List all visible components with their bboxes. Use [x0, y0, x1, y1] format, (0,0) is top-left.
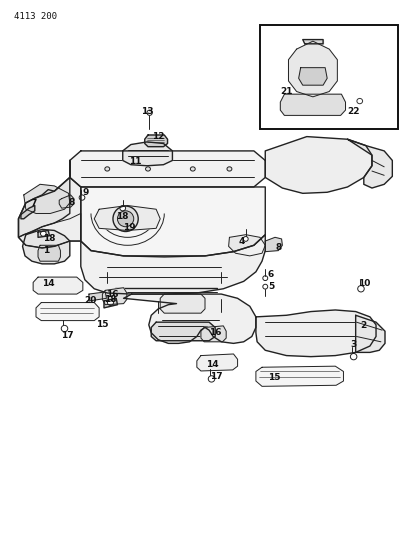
Polygon shape	[265, 136, 371, 193]
Text: 15: 15	[96, 320, 108, 329]
Ellipse shape	[105, 167, 110, 171]
Polygon shape	[122, 142, 172, 166]
Text: 17: 17	[61, 331, 74, 340]
Polygon shape	[151, 322, 215, 341]
Ellipse shape	[227, 167, 231, 171]
Text: 5: 5	[267, 281, 274, 290]
Text: 10: 10	[357, 279, 369, 288]
Text: 19: 19	[123, 223, 135, 232]
Polygon shape	[196, 354, 237, 371]
Ellipse shape	[243, 237, 247, 241]
Polygon shape	[302, 39, 322, 44]
Ellipse shape	[262, 276, 267, 280]
Polygon shape	[280, 94, 345, 115]
Polygon shape	[81, 235, 265, 294]
Text: 16: 16	[106, 290, 118, 299]
Ellipse shape	[262, 284, 267, 289]
Text: 4: 4	[238, 237, 244, 246]
Polygon shape	[255, 310, 375, 357]
Ellipse shape	[79, 195, 85, 200]
Text: 17: 17	[209, 372, 222, 381]
Text: 12: 12	[152, 132, 164, 141]
Text: 11: 11	[129, 157, 142, 166]
Ellipse shape	[146, 110, 152, 115]
Ellipse shape	[208, 376, 214, 382]
Ellipse shape	[145, 167, 150, 171]
Text: 13: 13	[141, 107, 153, 116]
Text: 8: 8	[274, 244, 281, 253]
Ellipse shape	[107, 300, 113, 305]
Polygon shape	[123, 294, 255, 343]
Ellipse shape	[119, 206, 125, 211]
Polygon shape	[89, 292, 106, 301]
Polygon shape	[200, 326, 226, 342]
Polygon shape	[18, 177, 70, 237]
Polygon shape	[22, 229, 70, 264]
Polygon shape	[81, 187, 265, 257]
Text: 6: 6	[266, 270, 273, 279]
Text: 1: 1	[43, 246, 49, 255]
Text: 14: 14	[205, 360, 218, 368]
Ellipse shape	[61, 325, 67, 332]
Polygon shape	[355, 316, 384, 352]
Polygon shape	[347, 139, 391, 188]
Ellipse shape	[113, 206, 138, 231]
Polygon shape	[228, 235, 265, 256]
Text: 22: 22	[346, 107, 359, 116]
Polygon shape	[104, 298, 117, 308]
Text: 4113 200: 4113 200	[13, 12, 56, 21]
Polygon shape	[70, 151, 265, 187]
Polygon shape	[255, 366, 343, 386]
Text: 7: 7	[30, 199, 36, 208]
Ellipse shape	[40, 231, 46, 236]
Text: 3: 3	[350, 340, 356, 349]
Polygon shape	[38, 230, 49, 237]
Polygon shape	[24, 184, 70, 214]
Polygon shape	[102, 288, 126, 305]
Text: 8: 8	[68, 198, 74, 207]
Text: 20: 20	[84, 296, 96, 305]
Polygon shape	[265, 237, 282, 252]
Polygon shape	[160, 294, 204, 313]
Text: 15: 15	[267, 373, 280, 382]
Polygon shape	[144, 135, 167, 147]
Polygon shape	[36, 303, 99, 320]
Ellipse shape	[117, 211, 133, 227]
Text: 2: 2	[360, 321, 366, 330]
Ellipse shape	[357, 286, 363, 292]
Polygon shape	[18, 214, 81, 248]
Polygon shape	[33, 277, 83, 294]
Text: 18: 18	[104, 295, 117, 304]
Text: 9: 9	[83, 188, 89, 197]
Polygon shape	[298, 68, 326, 85]
Text: 16: 16	[209, 328, 221, 337]
Ellipse shape	[350, 353, 356, 360]
Polygon shape	[288, 41, 337, 97]
Polygon shape	[59, 195, 74, 208]
Polygon shape	[38, 245, 60, 261]
Bar	[259, 25, 398, 128]
Ellipse shape	[356, 99, 362, 104]
Text: 18: 18	[116, 212, 129, 221]
Text: 21: 21	[279, 87, 292, 96]
Polygon shape	[21, 206, 35, 219]
Polygon shape	[18, 160, 81, 248]
Text: 14: 14	[42, 279, 54, 288]
Polygon shape	[94, 206, 160, 230]
Ellipse shape	[190, 167, 195, 171]
Text: 18: 18	[43, 234, 56, 243]
